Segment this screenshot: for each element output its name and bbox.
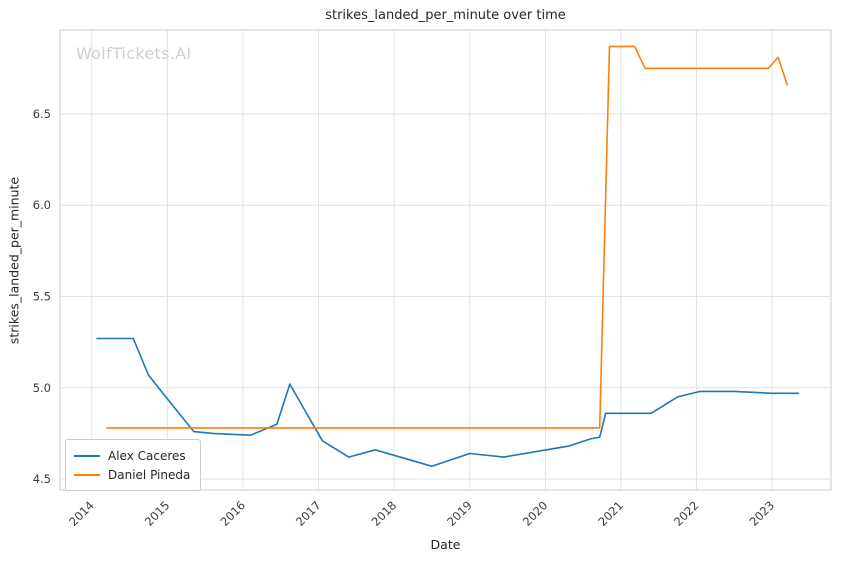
- legend-item-daniel-pineda: Daniel Pineda: [74, 465, 190, 484]
- svg-text:2019: 2019: [444, 498, 475, 529]
- watermark: WolfTickets.AI: [76, 44, 192, 63]
- svg-text:5.0: 5.0: [33, 381, 51, 395]
- chart-title: strikes_landed_per_minute over time: [325, 8, 566, 23]
- svg-text:6.0: 6.0: [33, 198, 51, 212]
- svg-text:2022: 2022: [671, 498, 702, 529]
- svg-text:2016: 2016: [217, 498, 248, 529]
- legend-item-alex-caceres: Alex Caceres: [74, 446, 190, 465]
- legend-label: Alex Caceres: [108, 448, 186, 463]
- svg-text:2017: 2017: [293, 498, 324, 529]
- svg-text:2021: 2021: [595, 498, 626, 529]
- legend: Alex Caceres Daniel Pineda: [65, 439, 202, 491]
- svg-text:2014: 2014: [66, 498, 97, 529]
- legend-line-swatch: [74, 454, 100, 457]
- legend-label: Daniel Pineda: [108, 467, 191, 482]
- svg-text:6.5: 6.5: [33, 107, 51, 121]
- svg-text:2015: 2015: [142, 498, 173, 529]
- svg-text:2020: 2020: [520, 498, 551, 529]
- y-axis-label: strikes_landed_per_minute: [6, 176, 22, 345]
- svg-text:4.5: 4.5: [33, 472, 51, 486]
- svg-text:2023: 2023: [747, 498, 778, 529]
- svg-text:2018: 2018: [369, 498, 400, 529]
- legend-line-swatch: [74, 473, 100, 476]
- x-axis-label: Date: [430, 537, 461, 552]
- svg-text:5.5: 5.5: [33, 290, 51, 304]
